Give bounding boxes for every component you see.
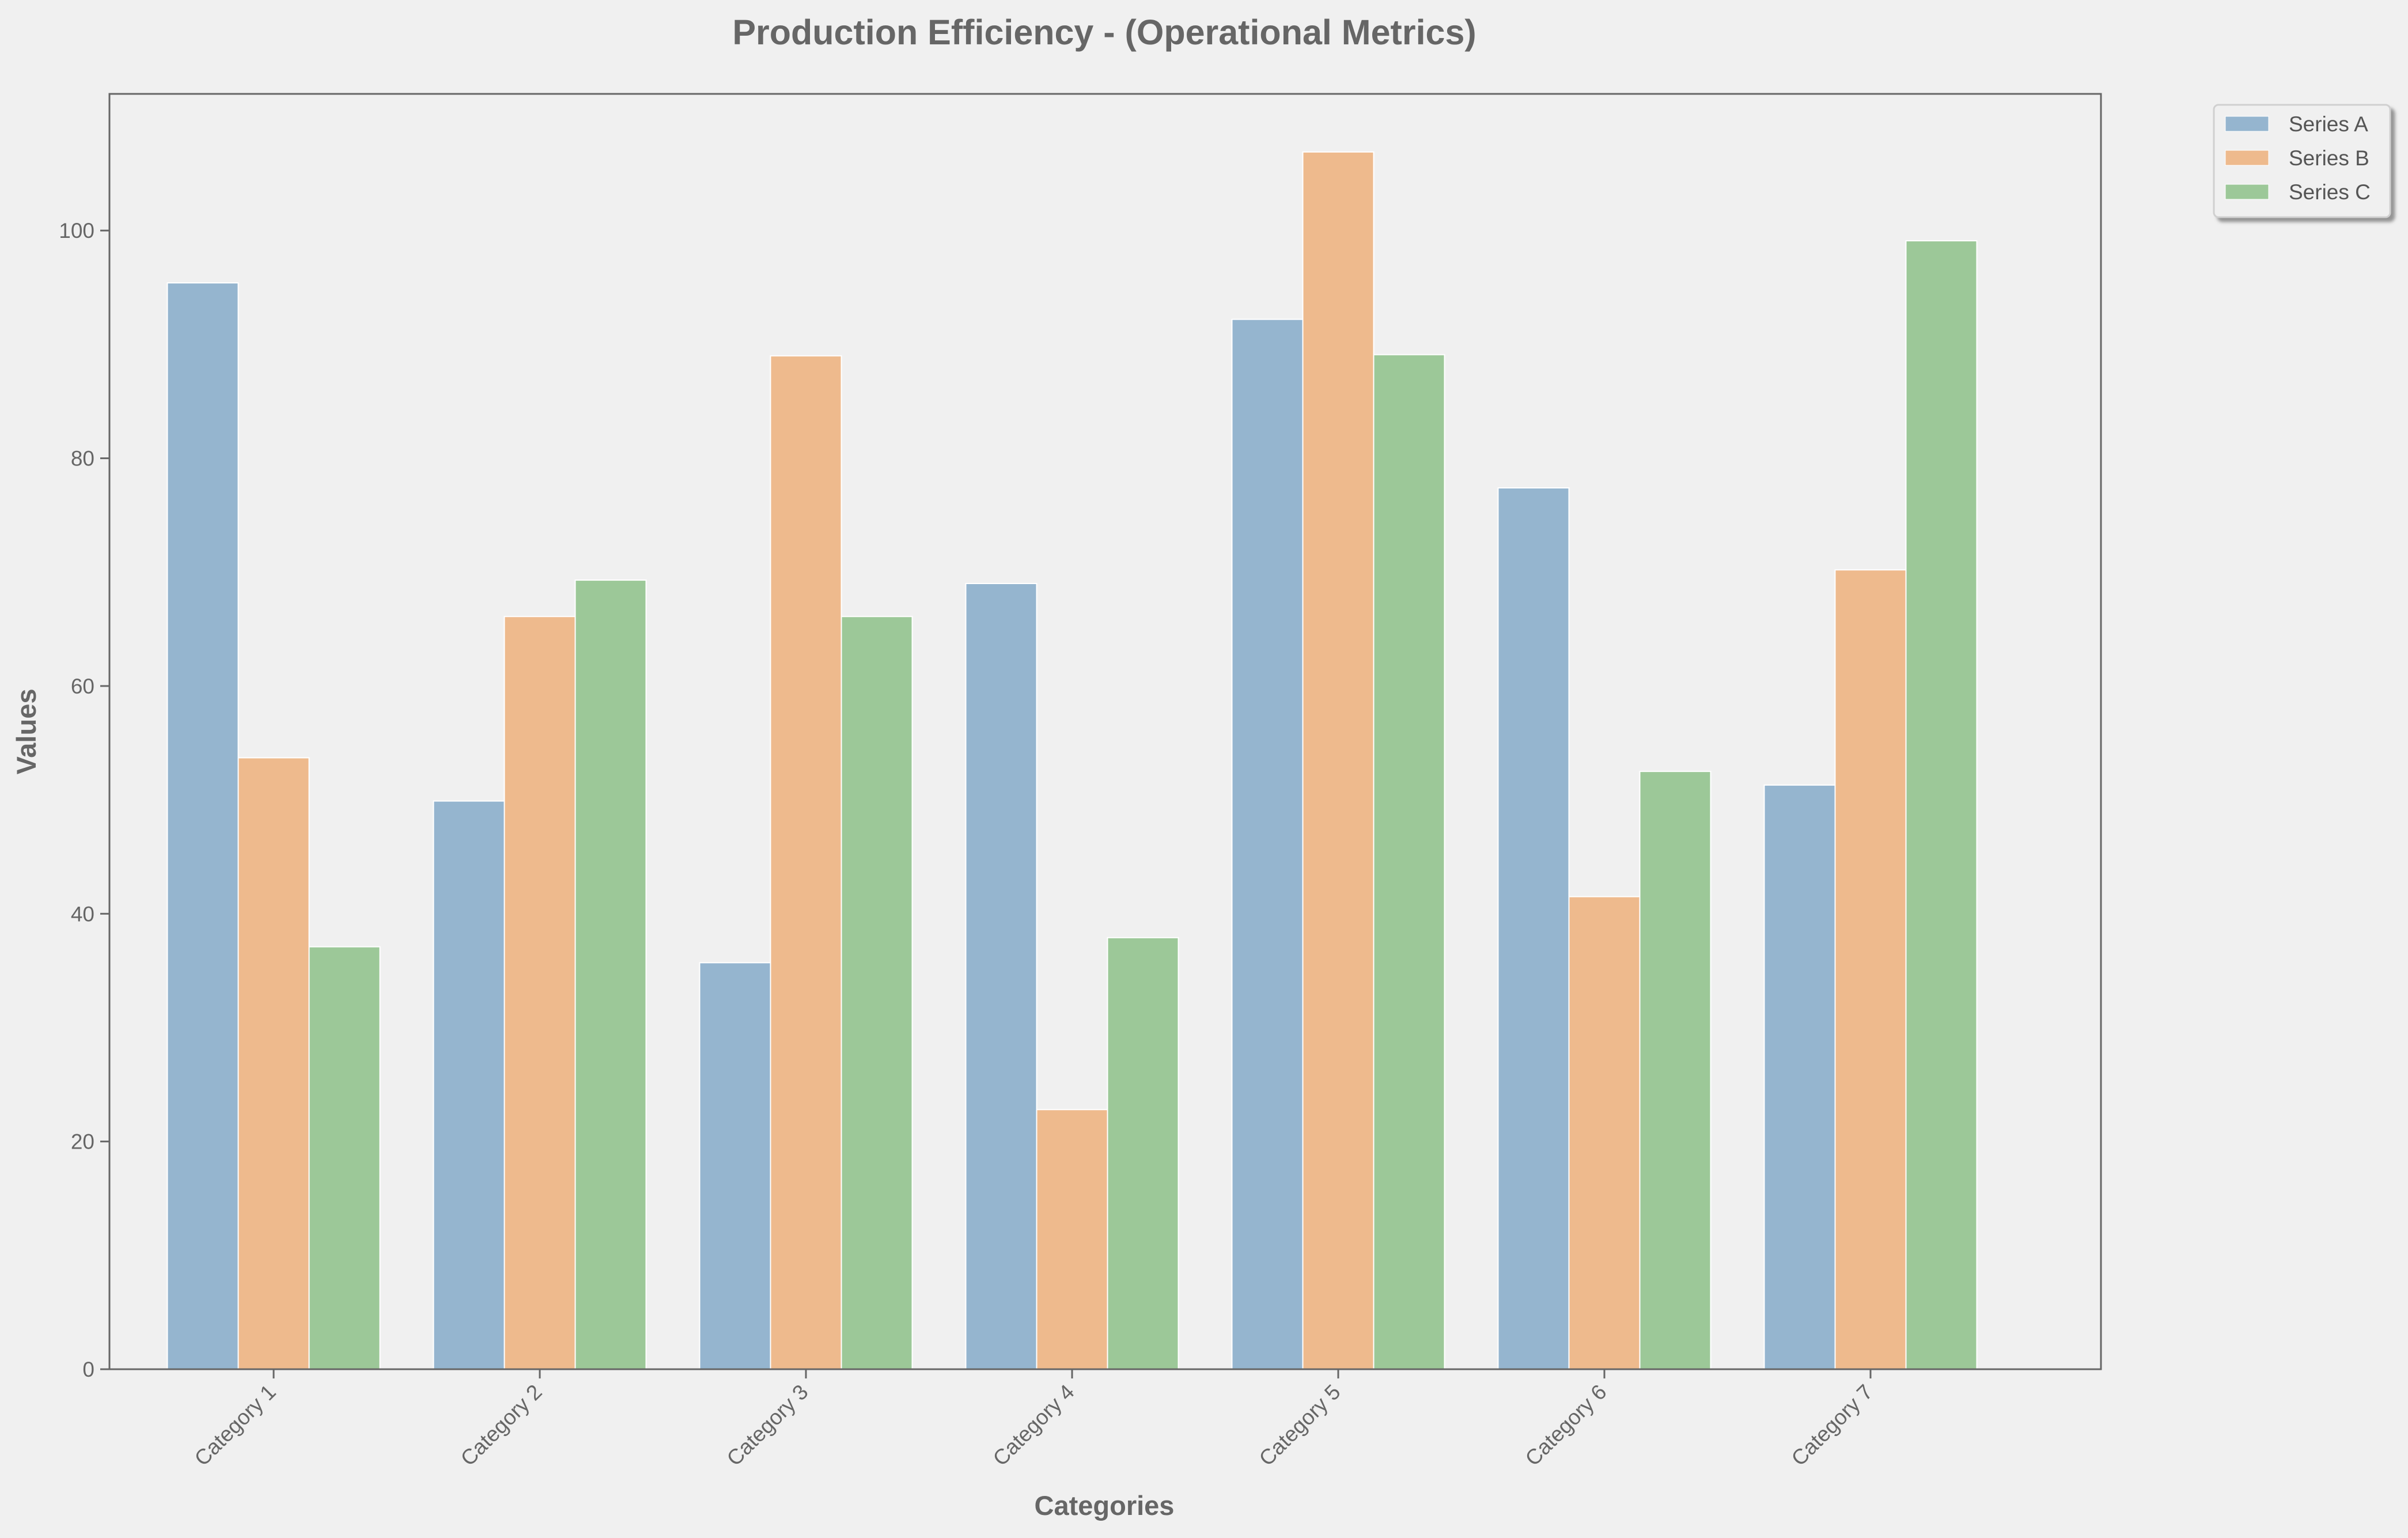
bar-series-a-category-7 [1763, 784, 1836, 1370]
y-axis-ticks: 0 20 40 60 80 100 [59, 219, 109, 1381]
legend-label-series-a: Series A [2289, 112, 2368, 136]
x-tick-label: Category 3 [722, 1380, 813, 1471]
bar-series-b-category-2 [503, 616, 576, 1370]
legend-label-series-b: Series B [2289, 146, 2369, 170]
bar-series-b-category-3 [770, 355, 842, 1370]
bar-series-c-category-1 [308, 946, 381, 1370]
bars-group [166, 151, 1978, 1370]
y-tick-label: 80 [71, 447, 94, 471]
bar-series-c-category-4 [1107, 937, 1179, 1370]
y-tick-label: 40 [71, 902, 94, 926]
x-tick-label: Category 6 [1521, 1380, 1611, 1471]
x-tick-label: Category 7 [1787, 1380, 1877, 1471]
legend-swatch-series-a [2225, 116, 2269, 132]
x-tick-label: Category 4 [989, 1380, 1079, 1471]
y-tick-label: 100 [59, 219, 94, 243]
x-axis-label: Categories [1035, 1490, 1175, 1521]
bar-series-a-category-3 [699, 962, 771, 1370]
legend-swatch-series-b [2225, 150, 2269, 166]
y-tick-label: 20 [71, 1130, 94, 1154]
bar-series-b-category-4 [1036, 1109, 1108, 1370]
bar-series-b-category-1 [237, 757, 310, 1370]
bar-series-c-category-3 [840, 616, 913, 1370]
bar-series-a-category-5 [1231, 319, 1304, 1370]
x-axis-ticks: Category 1 Category 2 Category 3 Category 4… [190, 1369, 1877, 1471]
bar-series-b-category-6 [1568, 896, 1641, 1370]
y-tick-label: 0 [82, 1358, 94, 1381]
bar-series-c-category-2 [574, 579, 647, 1370]
legend-swatch-series-c [2225, 184, 2269, 200]
x-tick-label: Category 5 [1255, 1380, 1345, 1471]
chart-title: Production Efficiency - (Operational Met… [732, 13, 1476, 52]
legend: Series A Series B Series C [2213, 104, 2391, 218]
bar-series-a-category-1 [166, 282, 239, 1370]
bar-series-c-category-5 [1373, 354, 1445, 1370]
plot-frame [108, 93, 2102, 1370]
x-tick-label: Category 2 [456, 1380, 547, 1471]
bar-series-c-category-6 [1639, 771, 1712, 1370]
y-axis-label: Values [11, 689, 41, 775]
bar-series-a-category-4 [965, 583, 1038, 1370]
bar-series-c-category-7 [1905, 240, 1978, 1370]
bar-series-a-category-2 [433, 800, 505, 1370]
bar-series-b-category-5 [1302, 151, 1375, 1370]
legend-label-series-c: Series C [2289, 180, 2371, 204]
bar-series-b-category-7 [1834, 569, 1907, 1370]
bar-series-a-category-6 [1497, 487, 1570, 1370]
x-tick-label: Category 1 [190, 1380, 281, 1471]
y-tick-label: 60 [71, 675, 94, 698]
